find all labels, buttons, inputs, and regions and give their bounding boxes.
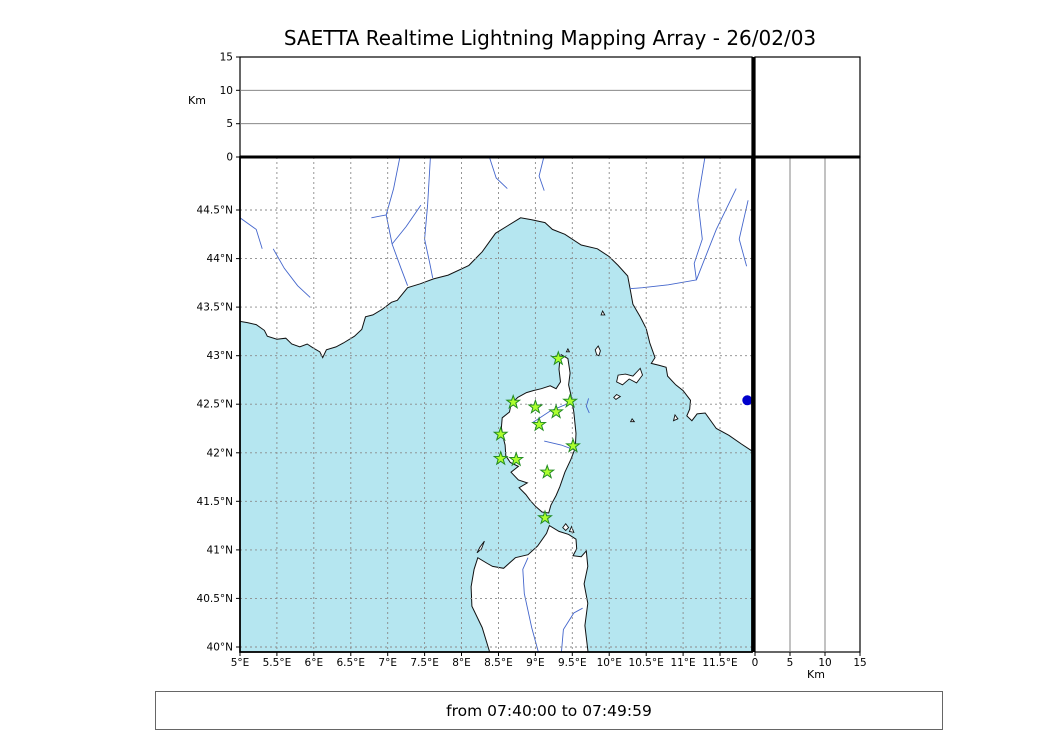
lon-tick-label: 6°E [305,657,324,669]
figure-title: SAETTA Realtime Lightning Mapping Array … [283,26,817,50]
station-star-marker [548,403,564,419]
river-line [371,214,387,219]
island-coastline [562,522,570,532]
river-line [391,204,422,245]
lon-tick-label: 8.5°E [484,657,513,669]
island-coastline [565,347,571,353]
river-line [488,157,508,189]
alt-km-tick-label: 15 [853,657,866,669]
geographic-map-panel [239,156,753,653]
lon-tick-label: 11.5°E [702,657,737,669]
alt-tick-label: 5 [226,118,233,130]
island-coastline [594,345,601,357]
station-star-marker [539,463,556,479]
altitude-longitude-panel [239,56,753,158]
island-coastline [613,393,622,400]
lon-tick-label: 7°E [378,657,397,669]
alt-lon-panel-frame [239,56,753,158]
lat-tick-label: 41°N [207,544,233,556]
station-star-marker [550,350,567,366]
station-star-marker [537,509,553,525]
lat-tick-label: 44°N [207,253,233,265]
river-line [695,188,737,281]
lon-tick-label: 10.5°E [629,657,664,669]
lat-tick-label: 42°N [207,447,233,459]
alt-tick-label: 15 [220,52,233,64]
lon-tick-label: 11°E [670,657,695,669]
lon-tick-label: 10°E [597,657,622,669]
station-star-marker [505,393,522,410]
lat-tick-label: 44.5°N [197,205,233,217]
lon-tick-label: 9°E [526,657,545,669]
lon-tick-label: 7.5°E [410,657,439,669]
river-line [385,157,409,286]
river-line [240,217,263,249]
alt-lat-panel-frame [754,156,861,653]
corner-panel-frame [754,56,861,158]
panel-separators [240,57,860,652]
station-star-marker [565,437,581,453]
lightning-source-dot [742,395,752,406]
station-star-marker [508,451,525,467]
island-coastline [629,417,636,423]
lat-tick-label: 40°N [207,642,233,654]
lat-tick-label: 41.5°N [197,496,233,508]
station-star-marker [531,416,547,432]
lat-tick-label: 43°N [207,350,233,362]
river-line [538,157,545,191]
alt-axis-unit-right: Km [807,668,825,681]
river-line [560,607,583,652]
map-clip-group [240,157,752,652]
island-coastline [568,525,575,534]
lat-tick-label: 40.5°N [197,593,233,605]
river-line [585,398,590,414]
alt-tick-label: 10 [220,85,233,97]
alt-tick-label: 0 [226,152,233,164]
lon-tick-label: 6.5°E [336,657,365,669]
station-star-marker [527,398,544,414]
river-line [738,200,749,267]
station-star-marker [562,392,579,409]
river-line [424,157,434,279]
island-coastline [672,413,679,422]
alt-km-tick-label: 10 [818,657,831,669]
axis-labels: 40°N 40.5°N 41°N 41.5°N 42°N 42.5°N 43°N 43.5°N… [197,52,867,670]
alt-km-tick-label: 5 [787,657,794,669]
lon-tick-label: 5.5°E [263,657,292,669]
lat-tick-label: 42.5°N [197,399,233,411]
lat-tick-label: 43.5°N [197,302,233,314]
lon-tick-label: 5°E [231,657,250,669]
river-line [629,157,706,290]
island-coastline [616,367,644,386]
river-line [272,248,311,298]
lon-tick-label: 8°E [452,657,471,669]
corner-panel [754,56,861,158]
corsica-coastline [500,353,577,514]
time-range-text: from 07:40:00 to 07:49:59 [446,701,652,720]
river-line [522,557,539,652]
sardinia-coastline [470,524,589,652]
time-range-box: from 07:40:00 to 07:49:59 [155,691,943,730]
alt-axis-unit-top: Km [188,94,206,107]
mainland-coastline [240,157,752,452]
lon-tick-label: 9.5°E [558,657,587,669]
station-star-marker [492,425,509,442]
altitude-latitude-panel [754,156,861,653]
station-star-marker [492,450,509,466]
island-coastline [600,309,606,316]
alt-km-tick-label: 0 [752,657,759,669]
